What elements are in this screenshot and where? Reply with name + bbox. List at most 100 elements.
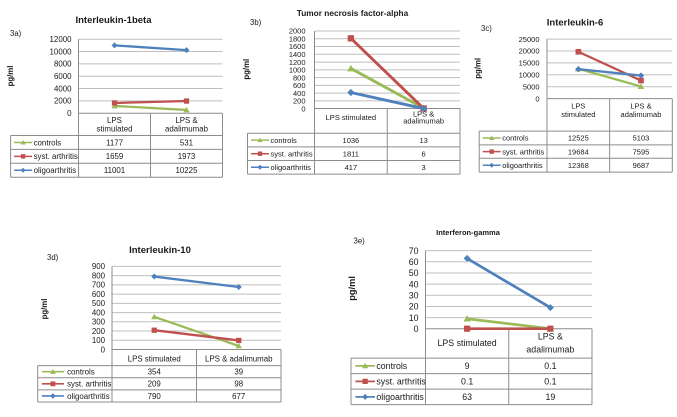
svg-text:20: 20 [409,302,419,312]
svg-text:adalimumab: adalimumab [621,110,662,119]
svg-text:98: 98 [234,380,243,389]
svg-text:12368: 12368 [568,161,589,170]
svg-text:3c): 3c) [481,24,492,33]
svg-text:LPS stimulated: LPS stimulated [326,113,376,122]
svg-text:oligoarthritis: oligoarthritis [502,161,543,170]
svg-text:1659: 1659 [106,152,124,161]
svg-text:LPS: LPS [107,116,122,125]
svg-text:controls: controls [67,368,95,377]
svg-text:Tumor necrosis factor-alpha: Tumor necrosis factor-alpha [297,8,409,18]
svg-text:adalimumab: adalimumab [403,117,444,126]
svg-text:pg/ml: pg/ml [6,66,15,87]
svg-text:3: 3 [422,163,426,172]
svg-text:stimulated: stimulated [97,125,133,134]
svg-text:0.1: 0.1 [544,377,556,387]
svg-text:1200: 1200 [289,58,306,67]
svg-text:controls: controls [34,138,62,147]
svg-text:39: 39 [234,368,243,377]
svg-text:Interleukin-6: Interleukin-6 [547,18,604,29]
svg-text:LPS: LPS [571,102,585,111]
svg-text:1600: 1600 [289,42,306,51]
svg-text:790: 790 [148,392,162,401]
svg-text:Interferon-gamma: Interferon-gamma [436,228,501,237]
svg-text:900: 900 [92,262,106,271]
svg-text:adalimumab: adalimumab [165,125,209,134]
svg-text:1811: 1811 [343,149,359,158]
svg-text:10000: 10000 [519,71,540,80]
svg-text:LPS &: LPS & [175,116,198,125]
svg-text:controls: controls [271,136,298,145]
svg-text:25000: 25000 [519,35,540,44]
svg-text:40: 40 [409,279,419,289]
svg-text:Interleukin-10: Interleukin-10 [129,245,191,256]
svg-text:0: 0 [414,324,419,334]
svg-text:10225: 10225 [176,166,199,175]
svg-text:20000: 20000 [519,47,540,56]
svg-text:syst. arthritis: syst. arthritis [502,147,544,156]
svg-text:1000: 1000 [289,66,306,75]
svg-text:209: 209 [148,380,162,389]
svg-text:1400: 1400 [289,50,306,59]
svg-text:600: 600 [293,81,306,90]
svg-text:stimulated: stimulated [561,110,595,119]
svg-text:0: 0 [535,94,539,103]
svg-text:1177: 1177 [106,138,123,147]
svg-text:5103: 5103 [633,134,650,143]
svg-text:4000: 4000 [54,84,72,93]
svg-text:354: 354 [148,368,162,377]
svg-text:oligoarthritis: oligoarthritis [271,163,312,172]
svg-text:syst. arthritis: syst. arthritis [34,152,78,161]
svg-text:800: 800 [92,271,106,280]
svg-text:3b): 3b) [250,18,262,27]
svg-text:600: 600 [92,290,106,299]
svg-text:8000: 8000 [54,60,72,69]
svg-text:800: 800 [293,73,306,82]
svg-text:19684: 19684 [568,147,589,156]
svg-text:6: 6 [422,149,426,158]
svg-text:LPS &: LPS & [538,332,563,342]
svg-text:300: 300 [92,318,106,327]
svg-text:1036: 1036 [343,136,360,145]
svg-text:1800: 1800 [289,34,306,43]
svg-text:400: 400 [293,89,306,98]
svg-text:syst. arthritis: syst. arthritis [67,380,111,389]
svg-text:5000: 5000 [523,82,540,91]
svg-text:400: 400 [92,308,106,317]
svg-text:19: 19 [545,392,555,402]
svg-text:2000: 2000 [289,27,306,36]
svg-text:200: 200 [293,97,306,106]
svg-text:LPS stimulated: LPS stimulated [438,338,497,348]
svg-text:60: 60 [409,257,419,267]
svg-text:13: 13 [419,136,427,145]
svg-text:200: 200 [92,327,106,336]
svg-text:100: 100 [92,336,106,345]
svg-text:controls: controls [376,361,407,371]
svg-text:LPS &: LPS & [413,110,434,119]
svg-text:syst. arthritis: syst. arthritis [271,149,313,158]
svg-text:oligoarthritis: oligoarthritis [34,166,77,175]
svg-text:0: 0 [101,345,106,354]
svg-text:1973: 1973 [178,152,196,161]
svg-text:LPS stimulated: LPS stimulated [128,355,181,364]
svg-text:2000: 2000 [54,97,72,106]
svg-text:10000: 10000 [50,47,73,56]
svg-text:9: 9 [465,361,470,371]
svg-text:pg/ml: pg/ml [474,58,483,79]
svg-text:controls: controls [502,134,529,143]
svg-text:pg/ml: pg/ml [242,59,251,80]
svg-text:0.1: 0.1 [461,377,473,387]
svg-text:0: 0 [301,104,305,113]
svg-text:3e): 3e) [354,237,366,246]
svg-text:10: 10 [409,313,419,323]
svg-text:15000: 15000 [519,59,540,68]
svg-text:LPS &: LPS & [630,102,651,111]
svg-text:417: 417 [345,163,358,172]
svg-text:677: 677 [232,392,245,401]
svg-text:0: 0 [67,109,72,118]
svg-text:pg/ml: pg/ml [40,299,49,320]
svg-text:12525: 12525 [568,134,589,143]
svg-text:50: 50 [409,268,419,278]
svg-text:pg/ml: pg/ml [347,276,357,301]
svg-text:3a): 3a) [10,29,22,38]
svg-text:7595: 7595 [633,147,650,156]
